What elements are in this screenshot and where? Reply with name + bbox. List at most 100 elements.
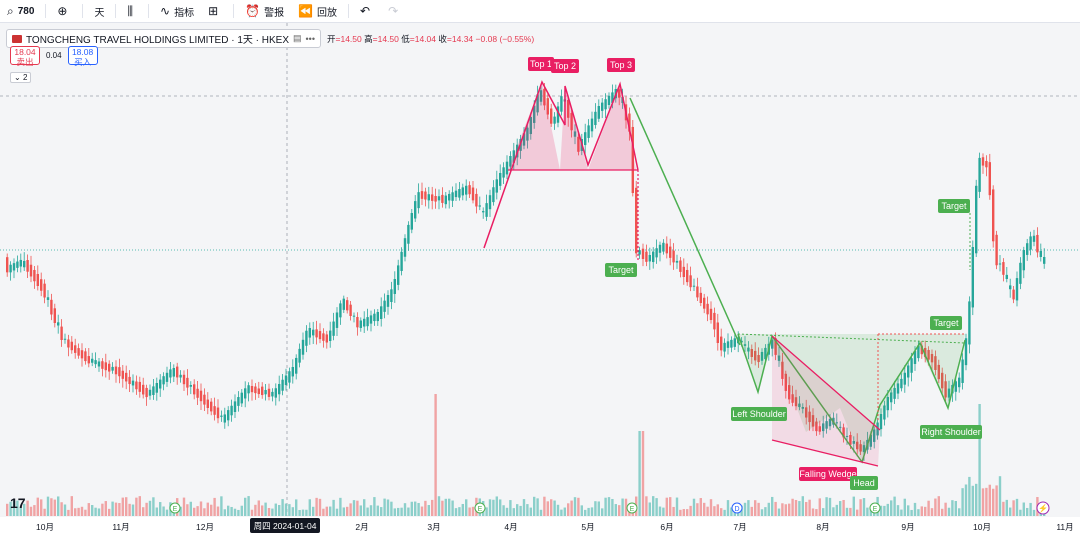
wedge-lower [771, 439, 879, 467]
symbol-title-box[interactable]: TONGCHENG TRAVEL HOLDINGS LIMITED · 1天 ·… [6, 29, 321, 48]
volume-bar [155, 507, 158, 516]
candle-body [152, 386, 155, 395]
volume-bar [907, 505, 910, 516]
candle-body [1026, 243, 1029, 255]
collapse-count: 2 [22, 73, 28, 82]
candle-body [835, 422, 838, 424]
candle-body [672, 250, 675, 263]
volume-bar [305, 509, 308, 516]
candle-body [1019, 262, 1022, 284]
candle-body [692, 285, 696, 287]
candle-body [227, 410, 230, 421]
change-pct: (−0.55%) [499, 33, 535, 44]
volume-bar [516, 504, 519, 516]
candle-body [308, 328, 311, 338]
candle-body [669, 246, 672, 258]
volume-bar [410, 501, 413, 516]
volume-bar [80, 506, 84, 516]
volume-bar [526, 504, 529, 516]
candle-body [968, 301, 971, 345]
alerts-button[interactable]: ⏰ 警报 [238, 0, 291, 22]
chart-area[interactable]: Top 1 Top 2 Top 3 Target Left Shoulder Fallin… [0, 23, 1080, 536]
volume-bar [400, 507, 403, 516]
candle-body [879, 414, 883, 430]
volume-bar [461, 503, 464, 516]
undo-button[interactable]: ↶ [353, 0, 381, 22]
redo-button[interactable]: ↷ [381, 0, 409, 22]
volume-bar [488, 499, 492, 516]
candle-body [730, 339, 733, 348]
candle-body [70, 341, 73, 351]
candle-body [992, 189, 995, 242]
candle-body [934, 356, 937, 370]
candle-body [628, 113, 631, 132]
candle-body [754, 350, 757, 361]
candle-body [631, 126, 634, 193]
replay-button[interactable]: ⏪ 回放 [291, 0, 344, 22]
volume-bar [1012, 500, 1015, 516]
candle-body [995, 234, 998, 266]
price-chart[interactable]: Top 1 Top 2 Top 3 Target Left Shoulder Fallin… [0, 23, 1080, 536]
volume-bar [835, 504, 838, 516]
indicator-collapse-button[interactable]: ⌄ 2 [10, 72, 32, 83]
right-shoulder-label-box [920, 425, 982, 439]
candle-body [485, 203, 488, 217]
volume-bar [43, 508, 46, 516]
volume-bar [539, 509, 543, 516]
target-mid-label-box [930, 316, 962, 330]
candle-body [135, 381, 138, 390]
candles-icon: ⫼ [127, 3, 134, 18]
compare-button[interactable]: ⊕ [50, 0, 78, 22]
sell-button[interactable]: 18.04 卖出 [10, 46, 40, 66]
volume-bar [679, 509, 682, 516]
candle-body [403, 238, 407, 257]
volume-bar [244, 497, 247, 516]
left-shoulder-label: Left Shoulder [732, 409, 786, 419]
interval-button[interactable]: 天 [87, 0, 111, 22]
volume-bar [118, 503, 121, 516]
volume-bar [448, 498, 451, 516]
candle-body [19, 259, 22, 267]
volume-bar [978, 404, 981, 516]
chevron-down-icon: ⌄ [14, 73, 21, 82]
lightning-event-circle [1036, 501, 1050, 515]
candle-body [210, 401, 213, 412]
volume-bar [791, 498, 794, 516]
volume-bar [16, 500, 19, 516]
symbol-search[interactable]: ⌕ 780 [0, 0, 41, 22]
candle-body [176, 366, 179, 378]
candle-body [1036, 234, 1039, 253]
tradingview-logo-icon: 17 [10, 495, 26, 511]
candle-body [567, 100, 570, 118]
volume-bar [77, 507, 80, 516]
candle-body [1012, 289, 1015, 300]
candle-body [689, 275, 692, 288]
indicators-button[interactable]: ∿ 指标 [153, 0, 201, 22]
candle-body [876, 422, 879, 436]
candle-body [618, 89, 621, 98]
candle-body [492, 187, 495, 203]
candle-body [747, 347, 750, 352]
candle-body [369, 315, 373, 324]
candle-body [94, 360, 97, 365]
volume-bar [210, 504, 213, 516]
layout-button[interactable]: ⊞ [201, 0, 229, 22]
volume-bar [499, 499, 502, 516]
candle-body [937, 364, 940, 380]
candle-body [607, 95, 611, 105]
volume-bar [839, 501, 842, 516]
candle-body [890, 392, 893, 403]
buy-button[interactable]: 18.08 买入 [67, 46, 98, 66]
volume-bar [329, 506, 332, 516]
volume-bar [19, 507, 22, 516]
volume-bar [70, 496, 73, 516]
more-button[interactable]: ••• [305, 33, 315, 44]
x-axis-tick: 2月 [355, 522, 368, 532]
candle-body [849, 434, 852, 445]
candle-body [159, 379, 162, 389]
volume-bar [794, 499, 798, 516]
volume-bar [658, 506, 662, 516]
volume-bar [927, 500, 930, 516]
event-marker-label: E [630, 506, 635, 513]
chart-type-button[interactable]: ⫼ [120, 0, 144, 22]
